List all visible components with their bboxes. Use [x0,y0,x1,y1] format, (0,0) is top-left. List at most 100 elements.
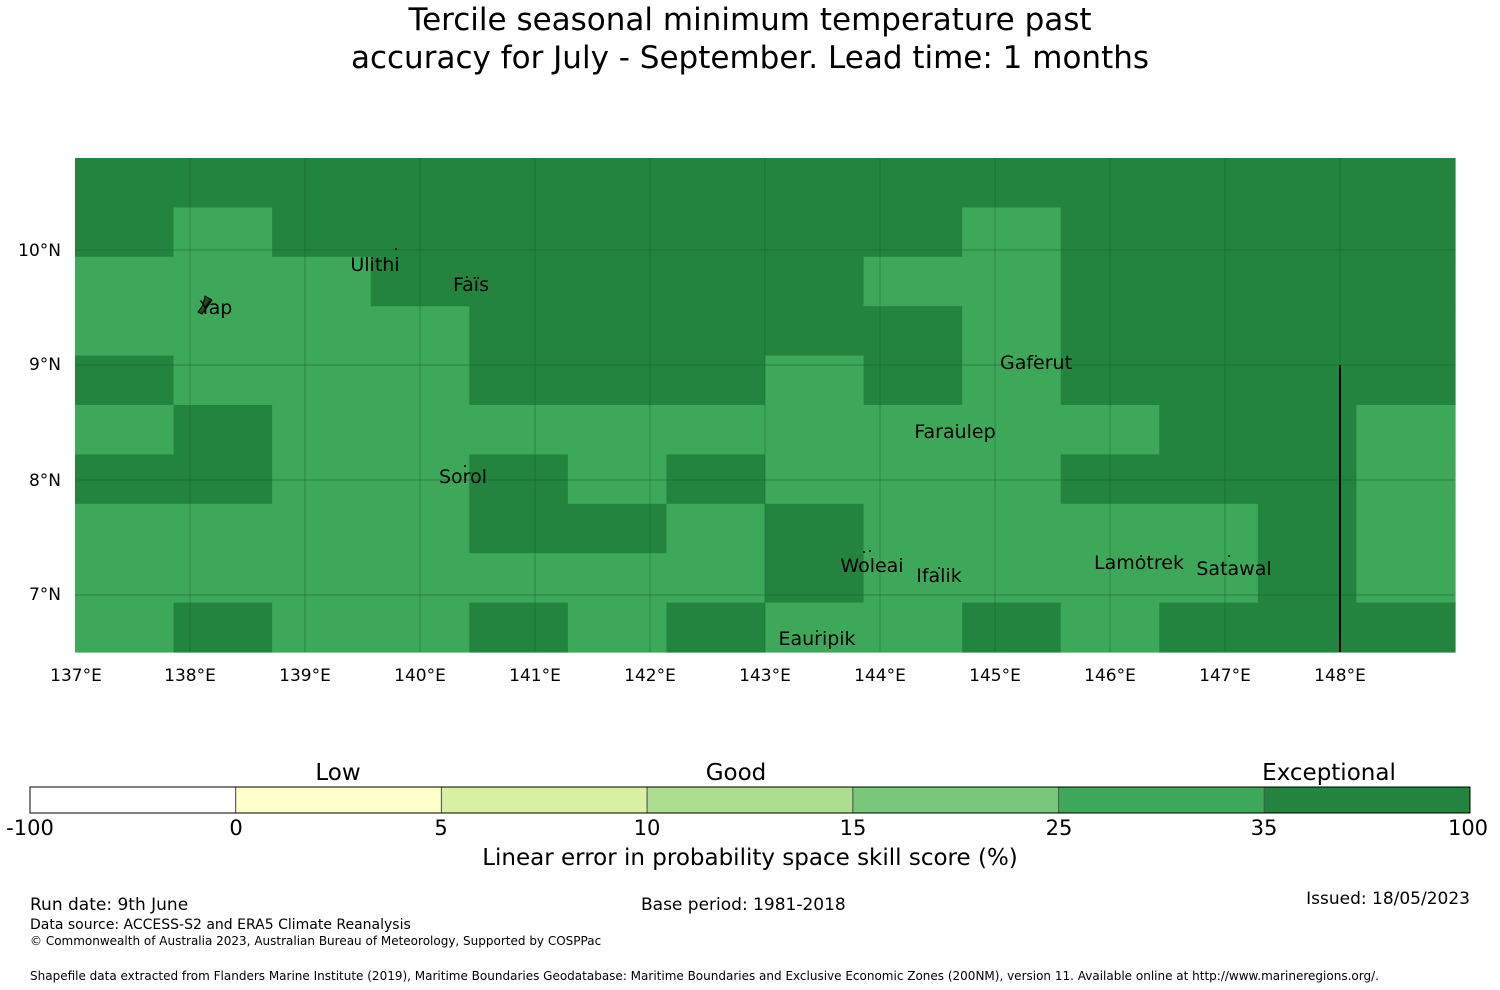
skill-cell [272,602,372,653]
issued-date: Issued: 18/05/2023 [1306,889,1470,909]
skill-cell [666,553,766,604]
skill-cell [1159,355,1259,406]
skill-cell [1257,158,1358,208]
place-label-eauripik: Eauripik [778,628,855,650]
skill-cell [1159,454,1259,505]
skill-cell [272,503,372,554]
ifalik-island-mark [938,567,940,569]
x-tick-label: 144°E [854,666,906,686]
skill-cell [173,553,273,604]
skill-cell [75,207,175,258]
y-axis-tick-labels: 10°N 9°N 8°N 7°N [18,241,61,605]
skill-cell [765,207,865,258]
sorol-island-mark [464,465,466,467]
skill-cell [75,405,175,455]
skill-cell [1159,207,1259,258]
skill-cell [666,355,766,406]
x-tick-label: 148°E [1314,666,1366,686]
skill-cell [863,158,963,208]
skill-cell [1257,355,1358,406]
skill-cell [962,207,1062,258]
skill-cell [75,306,175,357]
skill-cell [863,306,963,357]
skill-cell [75,355,175,406]
skill-cell [666,306,766,357]
skill-cell [1257,207,1358,258]
x-tick-label: 141°E [509,666,561,686]
skill-cell [1060,158,1160,208]
skill-cell [469,207,569,258]
skill-cell [765,602,865,653]
skill-cell [272,158,372,208]
skill-cell [567,503,668,554]
skill-map: Ulithi Faïs Yap Gaferut Faraulep Sorol W… [18,158,1456,686]
base-period: Base period: 1981-2018 [641,895,846,915]
woleai-island-mark-b [869,550,871,552]
skill-cell [173,306,273,357]
skill-cell [863,503,963,554]
y-tick-label: 9°N [29,355,61,375]
skill-cell [1159,256,1259,307]
skill-cell [666,158,766,208]
skill-cell [173,503,273,554]
skill-cell [469,306,569,357]
skill-cell [863,207,963,258]
colorbar-tick-label: 100 [1447,816,1489,840]
skill-cell [863,256,963,307]
map-title-line-2: accuracy for July - September. Lead time… [350,40,1150,76]
place-label-lamotrek: Lamotrek [1094,552,1184,574]
colorbar-tick-label: 5 [434,816,448,840]
skill-cell [765,503,865,554]
skill-cell [370,503,470,554]
skill-cell [567,158,668,208]
skill-cell [863,405,963,455]
skill-cell [370,207,470,258]
colorbar-bin [1263,786,1471,814]
skill-cell [962,355,1062,406]
skill-cell [469,602,569,653]
skill-cell [567,602,668,653]
skill-cell [863,602,963,653]
skill-cell [1257,256,1358,307]
skill-cell [370,306,470,357]
skill-cell [1060,405,1160,455]
skill-cell [765,405,865,455]
skill-cell [1060,256,1160,307]
skill-cell [1159,405,1259,455]
skill-cell [469,503,569,554]
x-tick-label: 138°E [164,666,216,686]
skill-cell [863,454,963,505]
skill-cell [173,355,273,406]
place-label-gaferut: Gaferut [1000,352,1072,374]
skill-cell [173,158,273,208]
x-tick-label: 143°E [739,666,791,686]
skill-cell [962,553,1062,604]
skill-cell [370,405,470,455]
skill-cell [272,207,372,258]
place-label-satawal: Satawal [1196,558,1271,580]
skill-cell [272,355,372,406]
skill-cell [1060,454,1160,505]
y-tick-label: 7°N [29,585,61,605]
place-label-faraulep: Faraulep [914,421,995,443]
map-title-line-1: Tercile seasonal minimum temperature pas… [408,2,1092,38]
skill-cell [765,256,865,307]
skill-cell [567,306,668,357]
skill-cell [666,454,766,505]
x-axis-tick-labels: 137°E 138°E 139°E 140°E 141°E 142°E 143°… [50,666,1366,686]
skill-cell [75,503,175,554]
skill-cell [75,454,175,505]
skill-cell [1356,454,1456,505]
skill-cell [567,207,668,258]
colorbar-category-good: Good [705,760,767,786]
skill-cell [272,553,372,604]
skill-cell [272,454,372,505]
colorbar-tick-label: -100 [6,816,54,840]
skill-cell [75,553,175,604]
x-tick-label: 140°E [394,666,446,686]
run-date: Run date: 9th June [30,895,189,915]
place-label-ulithi: Ulithi [350,254,399,276]
skill-cell [1257,405,1358,455]
x-tick-label: 139°E [279,666,331,686]
skill-cell [1257,454,1358,505]
